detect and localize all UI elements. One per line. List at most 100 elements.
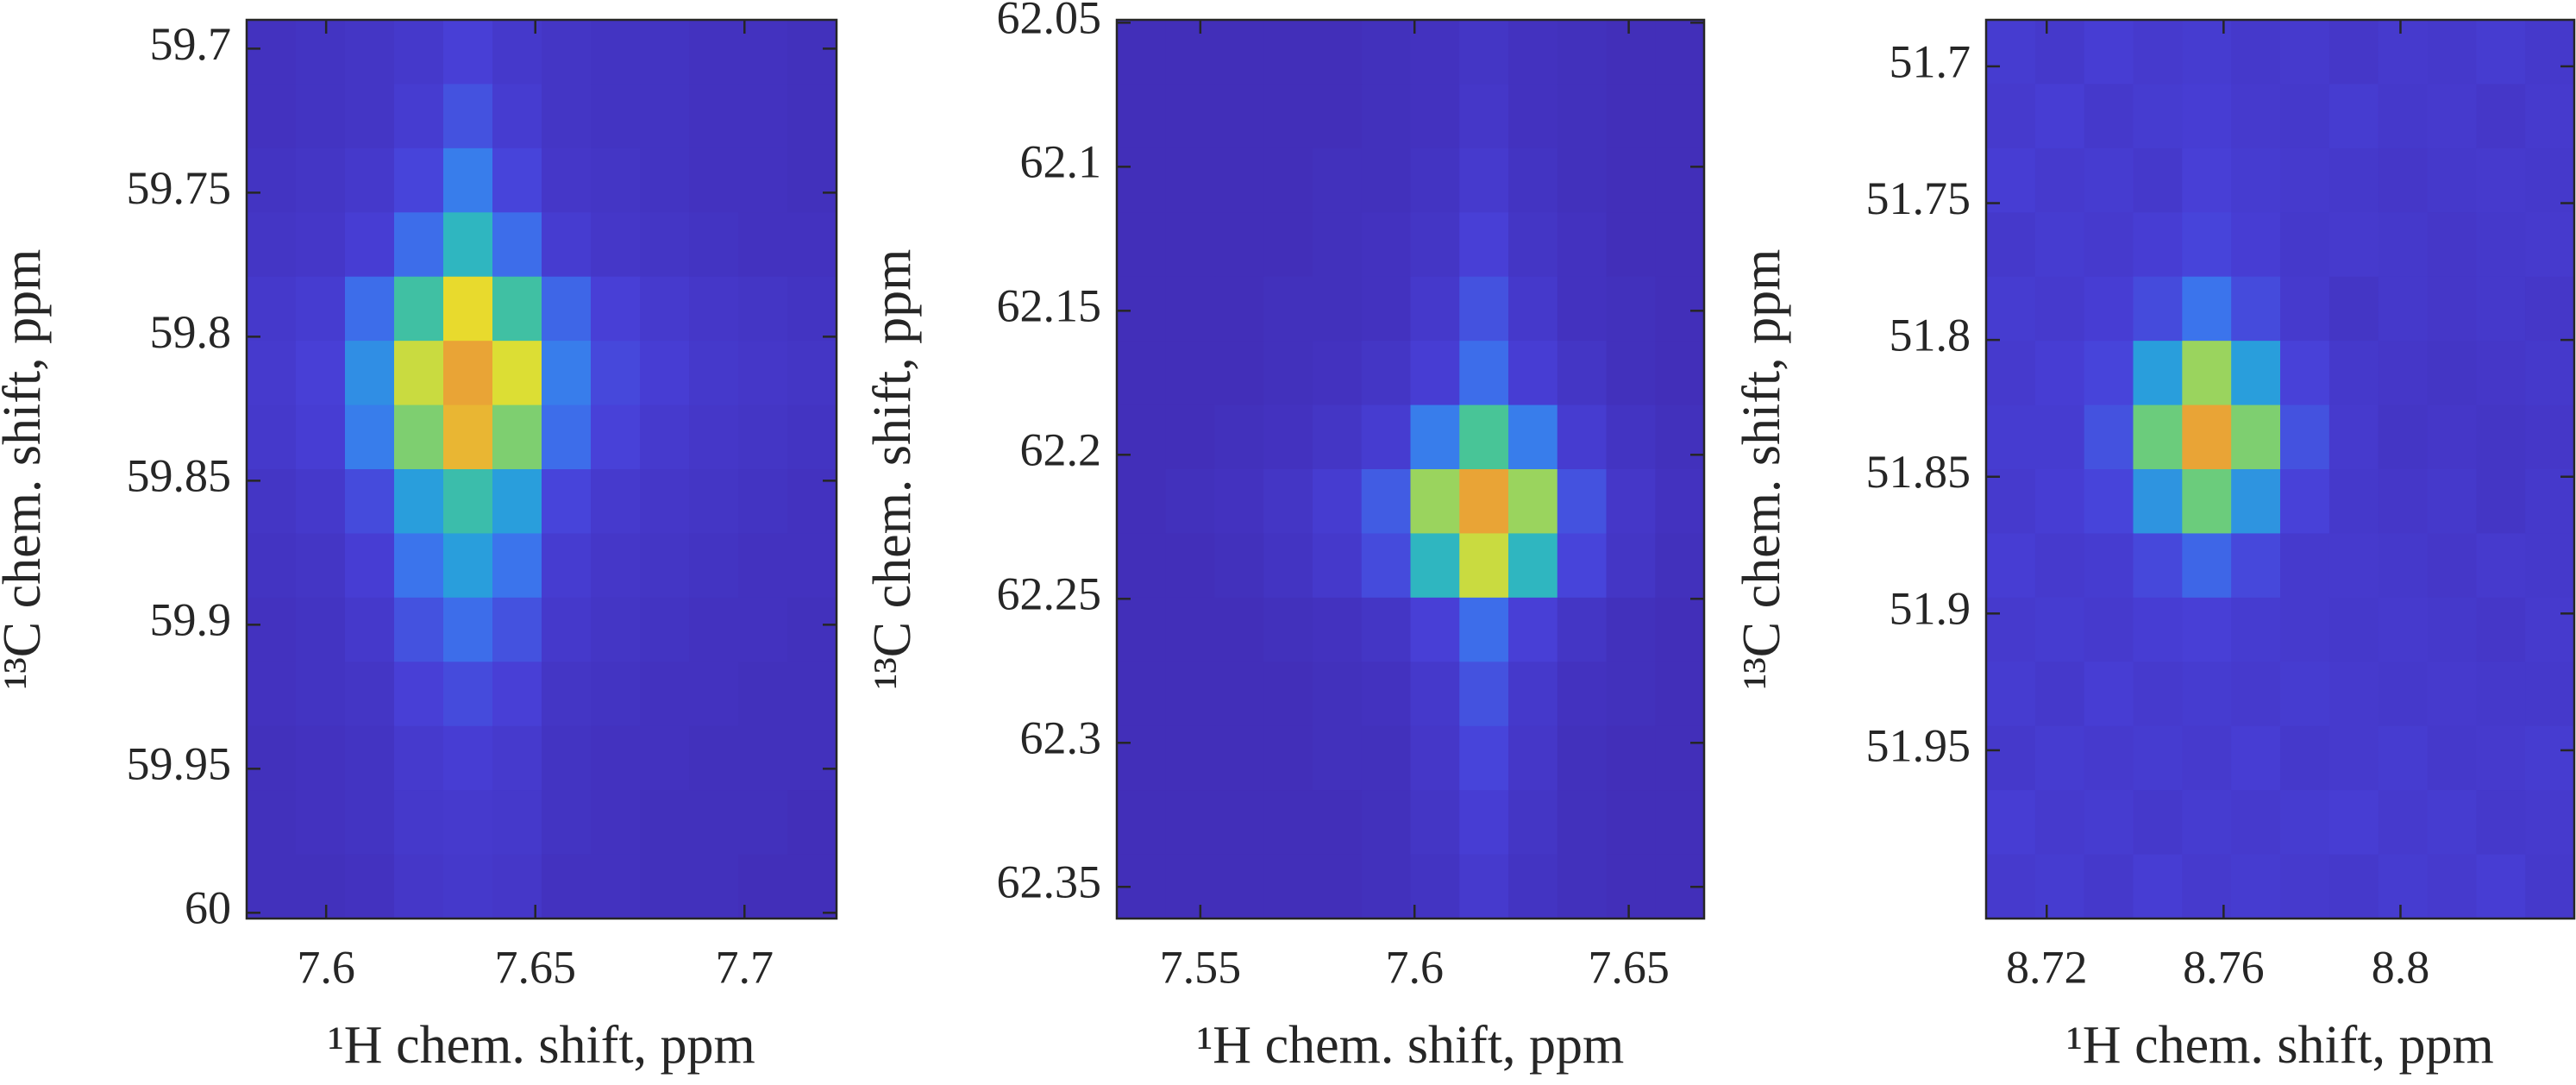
heatmap-cell: [345, 84, 395, 149]
heatmap-cell: [1214, 725, 1264, 791]
heatmap-cell: [1165, 20, 1216, 85]
heatmap-cell: [738, 405, 788, 470]
heatmap-cell: [1117, 533, 1167, 599]
heatmap-cell: [1214, 790, 1264, 856]
heatmap-cell: [1410, 597, 1460, 662]
heatmap-cell: [2525, 597, 2575, 662]
heatmap-cell: [640, 854, 690, 919]
heatmap-cell: [2231, 212, 2281, 278]
heatmap-cell: [1361, 469, 1412, 535]
heatmap-cell: [2476, 597, 2526, 662]
heatmap-cell: [247, 854, 297, 919]
heatmap-cell: [2476, 790, 2526, 856]
heatmap-cell: [2328, 276, 2379, 342]
heatmap-cell: [2034, 533, 2085, 599]
heatmap-cell: [787, 854, 837, 919]
y-tick-label: 51.85: [1866, 446, 1971, 498]
heatmap-cell: [591, 20, 641, 85]
heatmap-cell: [492, 790, 542, 856]
heatmap-cell: [2328, 725, 2379, 791]
heatmap-cell: [1557, 276, 1608, 342]
heatmap-cell: [787, 533, 837, 599]
heatmap-cell: [247, 533, 297, 599]
heatmap-cell: [1263, 212, 1313, 278]
heatmap-cell: [443, 405, 493, 470]
heatmap-cell: [1557, 854, 1608, 919]
heatmap-cell: [1986, 662, 2036, 727]
heatmap-cell: [2427, 725, 2477, 791]
heatmap-cell: [1361, 147, 1412, 213]
heatmap-cell: [1165, 212, 1216, 278]
heatmap-cell: [2280, 662, 2330, 727]
heatmap-cell: [1606, 20, 1656, 85]
heatmap-cell: [2231, 341, 2281, 406]
heatmap-cell: [1214, 597, 1264, 662]
y-tick-label: 62.05: [997, 0, 1102, 44]
heatmap-cell: [1214, 405, 1264, 470]
heatmap-cell: [1313, 405, 1363, 470]
heatmap-cell: [2231, 662, 2281, 727]
heatmap-cell: [345, 854, 395, 919]
heatmap-cell: [2280, 84, 2330, 149]
axes-box: [1984, 18, 2576, 920]
heatmap-cell: [2231, 790, 2281, 856]
heatmap-cell: [738, 662, 788, 727]
heatmap-cell: [2378, 790, 2429, 856]
heatmap-cell: [738, 212, 788, 278]
heatmap-cell: [296, 20, 346, 85]
heatmap-cell: [738, 276, 788, 342]
heatmap-cell: [443, 147, 493, 213]
heatmap-cell: [1459, 662, 1509, 727]
heatmap-cell: [2427, 20, 2477, 85]
heatmap-cell: [591, 341, 641, 406]
heatmap-cell: [2476, 84, 2526, 149]
heatmap-cell: [1557, 469, 1608, 535]
heatmap-cell: [1214, 84, 1264, 149]
heatmap-cell: [1313, 20, 1363, 85]
heatmap-cell: [2231, 725, 2281, 791]
heatmap-cell: [2476, 469, 2526, 535]
heatmap-cell: [1655, 662, 1705, 727]
heatmap-cell: [1459, 790, 1509, 856]
heatmap-cell: [2427, 147, 2477, 213]
heatmap-cell: [2182, 341, 2232, 406]
heatmap-cell: [1313, 84, 1363, 149]
heatmap-cell: [2084, 662, 2134, 727]
heatmap-cell: [492, 341, 542, 406]
heatmap-cell: [2133, 20, 2183, 85]
heatmap-cell: [492, 597, 542, 662]
heatmap-cell: [2280, 20, 2330, 85]
heatmap-cell: [2084, 469, 2134, 535]
heatmap-cell: [1606, 725, 1656, 791]
heatmap-cell: [640, 276, 690, 342]
heatmap-cell: [1655, 212, 1705, 278]
heatmap-cell: [2427, 84, 2477, 149]
heatmap-cell: [787, 20, 837, 85]
heatmap-cell: [2476, 405, 2526, 470]
heatmap-cell: [1557, 84, 1608, 149]
heatmap-cell: [2182, 147, 2232, 213]
heatmap-cell: [2182, 469, 2232, 535]
heatmap-cell: [591, 147, 641, 213]
heatmap-cell: [2378, 533, 2429, 599]
heatmap-cell: [1557, 662, 1608, 727]
x-tick-label: 7.55: [1160, 941, 1242, 993]
heatmap-cell: [1459, 341, 1509, 406]
heatmap-cell: [1986, 597, 2036, 662]
heatmap-cell: [443, 341, 493, 406]
x-tick-label: 7.6: [1385, 941, 1444, 993]
heatmap-cell: [689, 276, 739, 342]
heatmap-cell: [1117, 469, 1167, 535]
heatmap-cell: [247, 725, 297, 791]
heatmap-cell: [1410, 790, 1460, 856]
heatmap-cell: [2427, 469, 2477, 535]
heatmap-cell: [2378, 147, 2429, 213]
heatmap-cell: [296, 597, 346, 662]
heatmap-cell: [394, 597, 444, 662]
heatmap-cell: [394, 147, 444, 213]
heatmap-cell: [1459, 854, 1509, 919]
heatmap-cell: [492, 533, 542, 599]
heatmap-cell: [2525, 725, 2575, 791]
heatmap-cell: [738, 725, 788, 791]
heatmap-cell: [1557, 341, 1608, 406]
